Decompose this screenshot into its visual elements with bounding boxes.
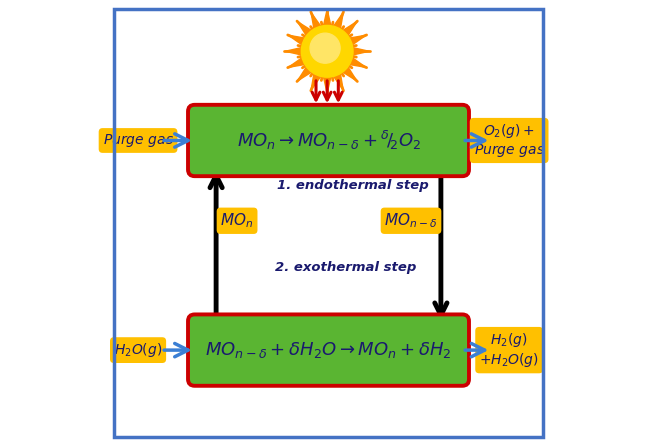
Circle shape	[302, 25, 353, 77]
Text: 1. endothermal step: 1. endothermal step	[277, 178, 429, 192]
FancyBboxPatch shape	[188, 105, 469, 176]
Text: 2. exothermal step: 2. exothermal step	[275, 261, 417, 274]
Text: $Purge\ gas$: $Purge\ gas$	[102, 132, 173, 149]
Text: $H_2(g)$
$+ H_2O(g)$: $H_2(g)$ $+ H_2O(g)$	[479, 331, 539, 369]
FancyBboxPatch shape	[188, 314, 469, 386]
Text: $MO_{n-\delta}$: $MO_{n-\delta}$	[384, 211, 438, 230]
Text: $H_2O(g)$: $H_2O(g)$	[114, 341, 162, 359]
Text: $MO_n \rightarrow MO_{n-\delta} + ^{\delta}\!/\!_2 O_2$: $MO_n \rightarrow MO_{n-\delta} + ^{\del…	[237, 129, 420, 152]
Polygon shape	[285, 9, 369, 93]
Text: $O_2(g)+$
$Purge\ gas$: $O_2(g)+$ $Purge\ gas$	[474, 122, 545, 159]
Circle shape	[310, 33, 340, 63]
Text: $MO_{n-\delta}+\delta H_2O \rightarrow MO_n + \delta H_2$: $MO_{n-\delta}+\delta H_2O \rightarrow M…	[206, 340, 451, 360]
Text: $MO_n$: $MO_n$	[221, 211, 254, 230]
